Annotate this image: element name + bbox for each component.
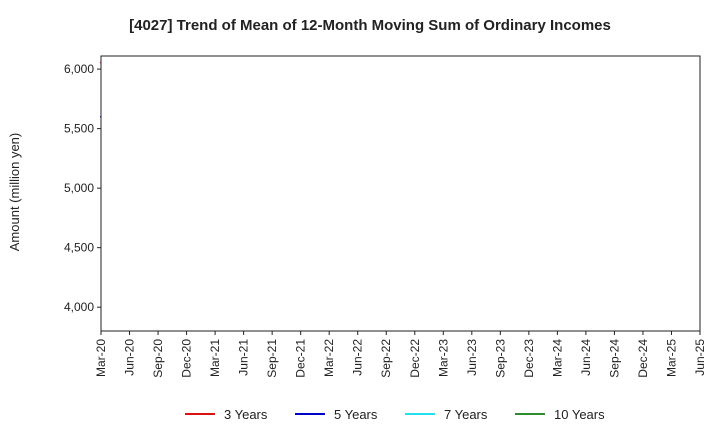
legend-label-10-years: 10 Years [554,407,605,422]
legend-label-5-years: 5 Years [334,407,378,422]
legend-label-7-years: 7 Years [444,407,488,422]
x-tick-label: Mar-20 [94,339,108,377]
y-tick-label: 6,000 [64,62,94,76]
x-tick-label: Mar-23 [436,339,450,377]
x-tick-label: Jun-21 [237,339,251,376]
x-tick-label: Jun-23 [465,339,479,376]
x-axis: Mar-20 Jun-20 Sep-20 Dec-20 Mar-21 Jun-21 Sep-… [94,331,707,378]
plot-frame [100,55,701,332]
x-tick-label: Dec-21 [294,339,308,378]
y-tick-label: 5,000 [64,181,94,195]
x-tick-label: Mar-24 [550,339,564,377]
x-tick-label: Jun-24 [579,339,593,376]
x-tick-label: Sep-21 [265,339,279,378]
y-axis-label: Amount (million yen) [7,133,22,252]
y-axis: 4,000 4,500 5,000 5,500 6,000 [64,62,101,314]
x-tick-label: Mar-21 [208,339,222,377]
x-tick-label: Sep-24 [607,339,621,378]
x-tick-label: Sep-23 [493,339,507,378]
x-tick-label: Jun-25 [693,339,707,376]
x-tick-label: Sep-22 [379,339,393,378]
y-tick-label: 5,500 [64,122,94,136]
x-tick-label: Dec-22 [408,339,422,378]
y-tick-label: 4,500 [64,241,94,255]
x-tick-label: Mar-25 [664,339,678,377]
series-layer [100,55,701,332]
x-tick-label: Dec-20 [180,339,194,378]
x-tick-label: Dec-24 [636,339,650,378]
chart-title: [4027] Trend of Mean of 12-Month Moving … [129,17,611,34]
x-tick-label: Dec-23 [522,339,536,378]
y-tick-label: 4,000 [64,300,94,314]
x-tick-label: Jun-22 [351,339,365,376]
legend: 3 Years 5 Years 7 Years 10 Years [185,407,605,422]
x-tick-label: Sep-20 [151,339,165,378]
x-tick-label: Mar-22 [322,339,336,377]
x-tick-label: Jun-20 [123,339,137,376]
legend-label-3-years: 3 Years [224,407,268,422]
